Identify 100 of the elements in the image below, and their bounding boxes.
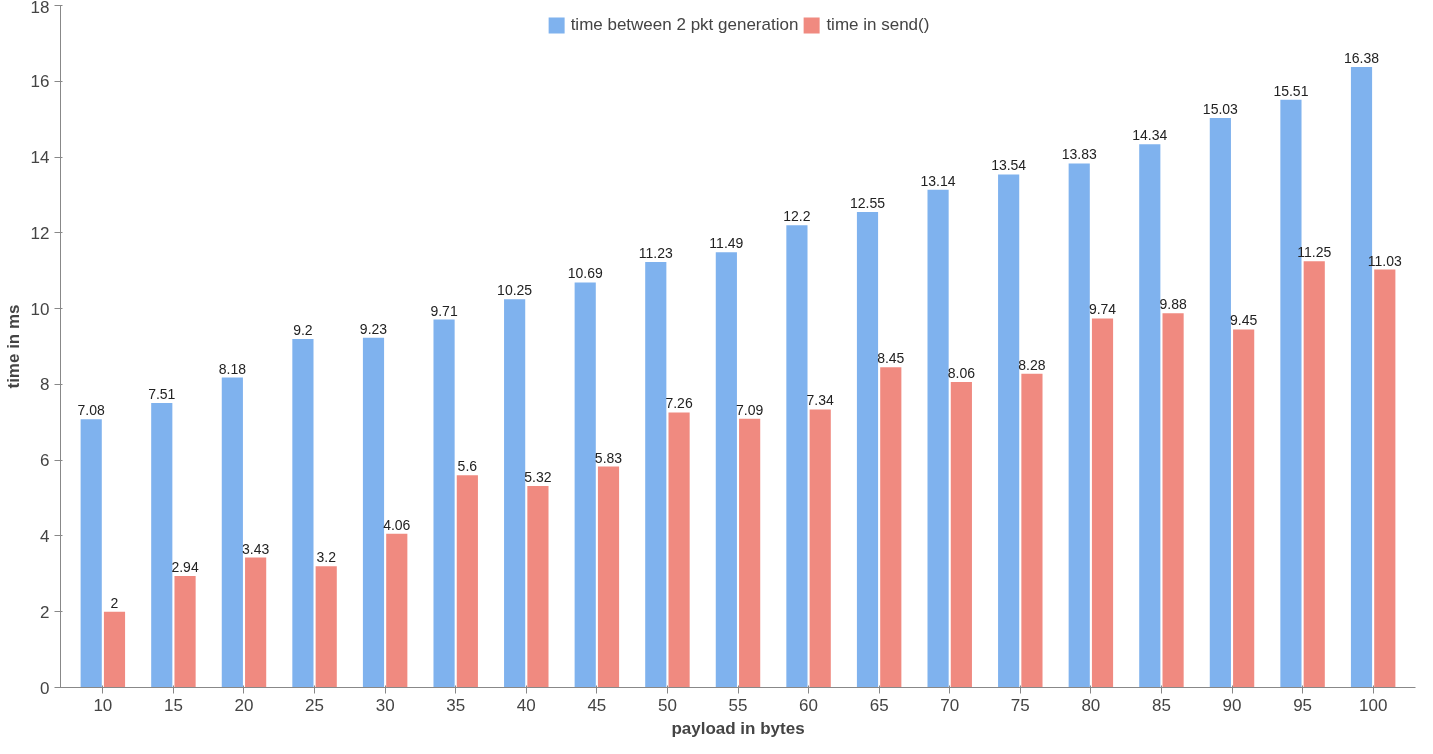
bar [1162, 313, 1184, 688]
data-label: 9.23 [359, 320, 388, 337]
data-label: 7.08 [77, 402, 106, 419]
data-label: 2 [110, 594, 119, 611]
data-label: 12.55 [849, 194, 886, 211]
bar [504, 299, 526, 688]
legend-label: time in send() [826, 15, 930, 35]
data-label: 16.38 [1343, 49, 1380, 66]
y-tick-label: 12 [30, 223, 50, 243]
bar [1209, 118, 1231, 688]
data-label: 8.28 [1018, 356, 1046, 373]
data-label: 15.03 [1202, 101, 1239, 118]
data-label: 13.54 [991, 157, 1027, 174]
data-label: 10.69 [567, 265, 603, 282]
y-axis-title: time in ms [3, 304, 23, 389]
y-tick-label: 18 [30, 0, 50, 17]
bar [715, 252, 737, 688]
bar [174, 576, 196, 688]
bar [292, 338, 314, 688]
bar [103, 611, 126, 688]
x-tick-label: 35 [446, 695, 466, 715]
data-label: 7.26 [665, 395, 693, 412]
data-label: 11.23 [638, 245, 673, 262]
x-tick-label: 80 [1081, 695, 1101, 715]
x-tick-label: 65 [869, 695, 889, 715]
data-label: 7.09 [736, 401, 764, 418]
bar [1303, 261, 1325, 688]
data-label: 15.51 [1273, 82, 1309, 99]
y-tick-label: 4 [40, 526, 50, 546]
data-label: 9.45 [1230, 312, 1258, 329]
bar [856, 211, 879, 688]
data-label: 12.2 [783, 208, 811, 225]
bar [809, 409, 831, 688]
bar [456, 475, 478, 688]
bar [1068, 163, 1090, 688]
data-label: 5.32 [524, 468, 552, 485]
data-label: 14.34 [1132, 127, 1168, 144]
bar [668, 412, 690, 688]
bar [739, 418, 761, 688]
bar [1091, 318, 1114, 688]
bar [386, 533, 408, 688]
bar [315, 566, 337, 688]
data-label: 13.83 [1061, 146, 1097, 163]
bar [1374, 269, 1396, 688]
data-label: 9.74 [1088, 301, 1117, 318]
bar [645, 262, 667, 688]
bar [1233, 329, 1255, 688]
data-label: 9.71 [430, 302, 458, 319]
data-label: 10.25 [497, 282, 533, 299]
bar [80, 419, 102, 688]
data-label: 8.18 [218, 360, 247, 377]
bar [245, 557, 267, 688]
data-label: 7.34 [806, 392, 835, 409]
bar [597, 466, 620, 688]
y-tick-label: 14 [30, 148, 50, 168]
x-tick-label: 60 [799, 695, 819, 715]
x-axis-title: payload in bytes [671, 718, 805, 738]
x-tick-label: 75 [1010, 695, 1030, 715]
bar [433, 319, 455, 688]
data-label: 5.6 [457, 458, 478, 475]
y-tick-label: 6 [40, 451, 50, 471]
x-tick-label: 90 [1222, 695, 1242, 715]
bar [927, 189, 949, 688]
bar [1021, 373, 1043, 688]
x-tick-label: 30 [375, 695, 395, 715]
data-label: 2.94 [171, 559, 199, 576]
data-label: 5.83 [594, 449, 623, 466]
y-tick-label: 8 [40, 375, 50, 395]
data-label: 7.51 [148, 385, 176, 402]
x-tick-label: 50 [657, 695, 677, 715]
bar [998, 174, 1020, 688]
y-tick-label: 16 [30, 72, 50, 92]
y-tick-label: 2 [40, 602, 50, 622]
y-tick-label: 0 [40, 678, 50, 698]
bar [880, 367, 902, 688]
x-tick-label: 95 [1293, 695, 1313, 715]
data-label: 8.06 [947, 365, 976, 382]
data-label: 3.43 [242, 540, 270, 557]
bar [362, 337, 385, 688]
bar [527, 485, 549, 688]
legend-label: time between 2 pkt generation [570, 15, 799, 35]
data-label: 11.49 [709, 235, 744, 252]
data-label: 13.14 [920, 172, 956, 189]
x-tick-label: 70 [940, 695, 960, 715]
bar [1139, 144, 1161, 688]
data-label: 8.45 [877, 350, 905, 367]
bar [221, 377, 243, 688]
data-label: 3.2 [316, 549, 337, 566]
x-tick-label: 15 [163, 695, 183, 715]
bar [950, 382, 972, 688]
x-tick-label: 40 [516, 695, 536, 715]
bar [151, 402, 173, 688]
x-tick-label: 25 [305, 695, 325, 715]
x-tick-label: 10 [93, 695, 113, 715]
x-tick-label: 100 [1358, 695, 1388, 715]
y-tick-label: 10 [30, 299, 50, 319]
data-label: 9.2 [293, 321, 313, 338]
x-tick-label: 20 [234, 695, 254, 715]
x-tick-label: 45 [587, 695, 607, 715]
x-tick-label: 85 [1151, 695, 1171, 715]
